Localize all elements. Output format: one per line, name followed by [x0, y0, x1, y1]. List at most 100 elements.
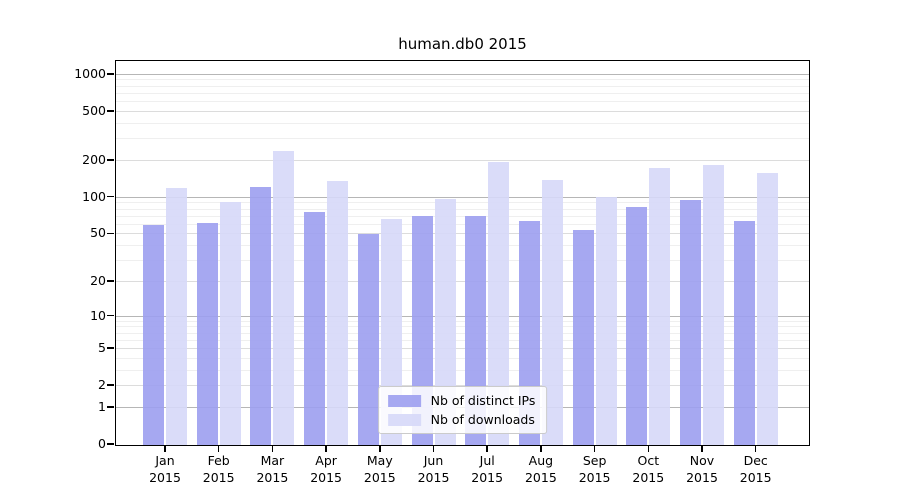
y-tick-mark [107, 384, 114, 386]
legend-label-downloads: Nb of downloads [430, 412, 535, 427]
legend: Nb of distinct IPs Nb of downloads [377, 386, 548, 434]
x-tick-label: Dec 2015 [739, 453, 772, 485]
legend-swatch-distinct-ips [387, 394, 421, 407]
bar-downloads [219, 201, 241, 445]
bar-downloads [649, 167, 671, 445]
gridline [116, 280, 809, 282]
x-tick-label: Aug 2015 [524, 453, 557, 485]
bar-downloads [541, 180, 563, 445]
x-tick-mark [486, 445, 488, 452]
x-tick-mark [647, 445, 650, 452]
x-tick-label: May 2015 [363, 453, 396, 485]
y-tick-label: 100 [82, 188, 106, 204]
bar-downloads [434, 199, 456, 445]
x-tick-label: Apr 2015 [310, 453, 342, 485]
gridline [116, 385, 809, 387]
x-tick-mark [432, 445, 435, 452]
x-tick-mark [701, 445, 703, 452]
x-tick-mark [164, 445, 166, 452]
y-tick-label: 200 [82, 151, 106, 167]
x-tick-label: Jun 2015 [417, 453, 450, 485]
y-tick-label: 1 [98, 398, 106, 414]
x-tick-label: Oct 2015 [632, 453, 665, 485]
bar-distinct-ips [680, 200, 701, 445]
bar-downloads [327, 181, 349, 445]
gridline-major [116, 315, 809, 317]
gridline-minor [116, 332, 809, 334]
bar-distinct-ips [196, 223, 218, 445]
gridline-minor [116, 122, 809, 124]
bar-distinct-ips [733, 220, 755, 445]
gridline-minor [116, 369, 809, 371]
bar-downloads [488, 162, 510, 445]
x-tick-label: Feb 2015 [202, 453, 235, 485]
gridline-minor [116, 326, 809, 328]
chart-title: human.db0 2015 [398, 35, 527, 53]
y-tick-label: 20 [90, 272, 106, 288]
gridline-minor [116, 339, 809, 341]
gridline-minor [116, 85, 809, 87]
gridline [116, 110, 809, 112]
gridline [116, 159, 809, 161]
gridline-minor [116, 79, 809, 81]
y-tick-mark [107, 110, 114, 112]
y-tick-mark [107, 159, 114, 161]
x-tick-mark [217, 445, 220, 452]
gridline-major [116, 196, 809, 198]
y-tick-mark [107, 347, 114, 349]
gridline-minor [116, 259, 809, 261]
axis-layer: 0 1 2 5 10 20 50 100 200 500 1000 Jan 2015 Feb 2015 Mar… [74, 61, 809, 485]
y-tick-mark [107, 406, 114, 408]
plot-area: 0 1 2 5 10 20 50 100 200 500 1000 Jan 2015 Feb 2015 Mar… [74, 60, 810, 485]
gridline-major [116, 73, 809, 75]
y-tick-mark [107, 73, 114, 75]
gridline-minor [116, 245, 809, 246]
x-tick-label: Jul 2015 [471, 453, 504, 485]
x-tick-mark [593, 445, 596, 452]
x-tick-label: Nov 2015 [686, 453, 718, 485]
bar-distinct-ips [357, 234, 379, 445]
legend-swatch-downloads [387, 413, 421, 426]
bar-downloads [756, 172, 778, 445]
y-tick-mark [107, 280, 114, 282]
y-tick-mark [107, 232, 114, 235]
bar-downloads [166, 188, 187, 445]
x-tick-mark [754, 445, 757, 452]
gridline-minor [116, 202, 809, 204]
legend-label-distinct-ips: Nb of distinct IPs [430, 393, 536, 408]
bars-layer [116, 61, 809, 445]
gridline-minor [116, 223, 809, 225]
grid-layer [116, 61, 809, 445]
y-tick-mark [107, 195, 114, 198]
y-tick-mark [107, 314, 114, 317]
y-tick-label: 10 [90, 307, 106, 323]
gridline-minor [116, 101, 809, 103]
gridline-minor [116, 92, 809, 94]
y-tick-label: 5 [98, 339, 106, 355]
gridline-minor [116, 215, 809, 217]
gridline-minor [116, 208, 809, 210]
bar-distinct-ips [250, 186, 272, 445]
x-tick-mark [540, 445, 542, 452]
x-tick-mark [379, 445, 381, 452]
x-tick-label: Mar 2015 [256, 453, 289, 485]
gridline-minor [116, 138, 809, 140]
bar-downloads [703, 164, 724, 445]
x-tick-label: Jan 2015 [149, 453, 181, 485]
y-tick-label: 2 [98, 377, 106, 393]
bar-distinct-ips [626, 206, 648, 445]
x-tick-mark [271, 445, 274, 452]
bar-downloads [273, 151, 295, 445]
y-tick-mark [107, 443, 114, 445]
bar-distinct-ips [304, 211, 326, 445]
bar-distinct-ips [143, 224, 164, 445]
bar-downloads [595, 196, 617, 445]
y-tick-label: 0 [98, 436, 106, 451]
bar-distinct-ips [572, 230, 594, 445]
x-tick-label: Sep 2015 [578, 453, 611, 485]
y-tick-label: 500 [82, 102, 106, 118]
x-tick-mark [325, 445, 327, 452]
y-tick-label: 50 [90, 225, 106, 241]
gridline [116, 233, 809, 235]
